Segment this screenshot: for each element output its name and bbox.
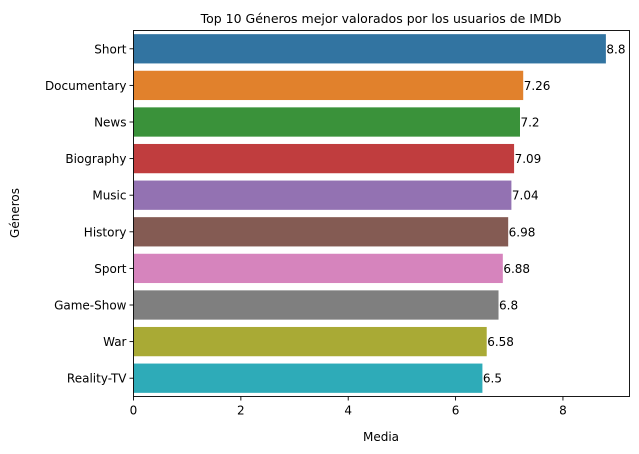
value-label-reality-tv: 6.5 — [483, 372, 502, 386]
bar-biography — [133, 143, 515, 174]
x-tick-label-4: 4 — [344, 404, 352, 418]
x-axis-ticks: 0 2 4 6 8 — [130, 396, 567, 418]
bar-short — [133, 34, 606, 64]
value-label-documentary: 7.26 — [524, 79, 551, 93]
bar-war — [133, 326, 487, 357]
bar-history — [133, 217, 509, 247]
bar-music — [133, 180, 512, 210]
category-label-game-show: Game-Show — [54, 299, 127, 313]
value-label-war: 6.58 — [487, 335, 514, 349]
value-label-news: 7.2 — [520, 116, 539, 130]
category-label-war: War — [103, 335, 126, 349]
x-tick-label-8: 8 — [559, 404, 567, 418]
bars-group: 8.8 7.26 7.2 7.09 7.04 6.98 6.88 6.8 6.58 6.5 — [133, 34, 625, 393]
bar-sport — [133, 253, 503, 284]
bar-news — [133, 107, 520, 137]
bar-documentary — [133, 70, 524, 101]
value-label-short: 8.8 — [606, 42, 625, 56]
category-label-short: Short — [94, 42, 126, 56]
category-labels: Short Documentary News Biography Music Histor… — [45, 42, 134, 386]
chart-title: Top 10 Géneros mejor valorados por los u… — [200, 11, 562, 26]
y-axis-label: Géneros — [8, 188, 22, 238]
value-label-game-show: 6.8 — [499, 299, 518, 313]
x-axis-label: Media — [363, 430, 399, 444]
category-label-documentary: Documentary — [45, 79, 127, 93]
value-label-history: 6.98 — [509, 225, 536, 239]
category-label-reality-tv: Reality-TV — [67, 372, 127, 386]
x-tick-label-2: 2 — [237, 404, 245, 418]
value-label-music: 7.04 — [512, 189, 539, 203]
axes-frame — [133, 30, 630, 397]
category-label-music: Music — [92, 189, 126, 203]
value-label-biography: 7.09 — [515, 152, 542, 166]
category-label-news: News — [94, 116, 126, 130]
value-label-sport: 6.88 — [503, 262, 530, 276]
bar-game-show — [133, 290, 499, 320]
x-tick-label-6: 6 — [452, 404, 460, 418]
category-label-history: History — [84, 225, 127, 239]
x-tick-label-0: 0 — [130, 404, 138, 418]
category-label-sport: Sport — [94, 262, 127, 276]
bar-reality-tv — [133, 363, 483, 393]
category-label-biography: Biography — [65, 152, 126, 166]
plot-frame — [133, 30, 630, 397]
